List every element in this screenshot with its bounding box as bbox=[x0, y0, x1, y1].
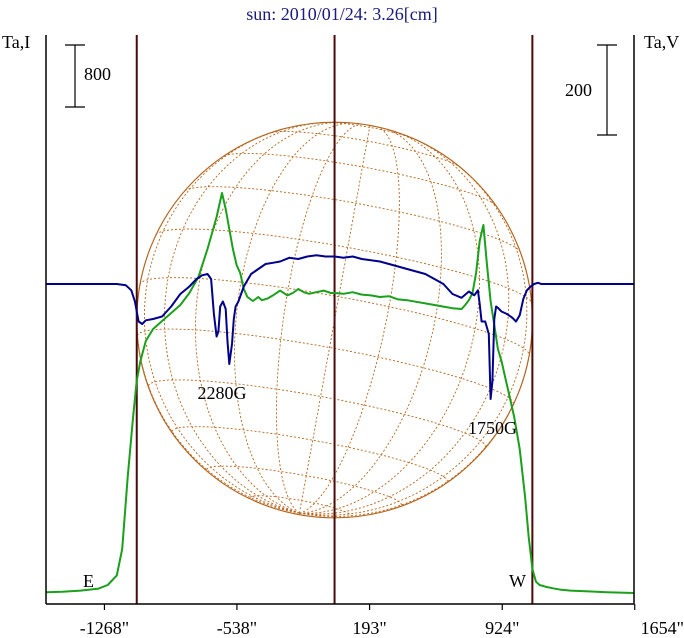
chart-title: sun: 2010/01/24: 3.26[cm] bbox=[246, 4, 438, 24]
annotation-label: 2280G bbox=[198, 383, 247, 403]
longitude-line bbox=[143, 129, 300, 514]
latitude-line bbox=[271, 131, 460, 168]
longitude-line bbox=[298, 125, 371, 514]
longitude-line bbox=[299, 160, 528, 516]
x-tick-label: 193" bbox=[352, 618, 386, 638]
x-tick-label: -538" bbox=[217, 618, 257, 638]
vertical-lines bbox=[135, 35, 534, 604]
longitude-line bbox=[234, 122, 355, 514]
longitude-line bbox=[164, 121, 326, 514]
plot-frame bbox=[45, 35, 635, 605]
x-tick-label: 1654" bbox=[641, 618, 684, 638]
latitude-line bbox=[137, 328, 514, 405]
right-axis-label: Ta,V bbox=[644, 32, 679, 52]
latitude-line bbox=[155, 228, 533, 304]
latitude-line bbox=[171, 426, 448, 482]
longitude-line bbox=[299, 128, 442, 514]
annotation-label: 1750G bbox=[468, 418, 517, 438]
x-tick-label: -1268" bbox=[80, 618, 129, 638]
longitude-line bbox=[194, 121, 342, 514]
x-tick-label: 924" bbox=[485, 618, 519, 638]
latitude-line bbox=[223, 152, 497, 206]
polarization-scale-label: 200 bbox=[565, 80, 592, 100]
latitude-line bbox=[184, 186, 521, 253]
scale-bars: 800 200 bbox=[65, 44, 617, 136]
solar-disk-grid bbox=[136, 121, 533, 519]
polarization-curve bbox=[46, 254, 634, 400]
series-curves bbox=[45, 192, 635, 594]
latitude-line bbox=[206, 465, 402, 505]
x-axis-ticks: -1268" -538" 193" 924" 1654" bbox=[80, 604, 684, 638]
longitude-line bbox=[299, 137, 510, 515]
left-axis-label: Ta,I bbox=[2, 32, 30, 52]
east-limb-label: E bbox=[83, 571, 94, 591]
intensity-scale-label: 800 bbox=[84, 64, 111, 84]
longitude-line bbox=[299, 132, 480, 514]
intensity-curve bbox=[45, 192, 635, 594]
longitude-line bbox=[276, 123, 363, 514]
west-limb-label: W bbox=[509, 571, 526, 591]
annotations: 2280G 1750G bbox=[198, 383, 517, 438]
